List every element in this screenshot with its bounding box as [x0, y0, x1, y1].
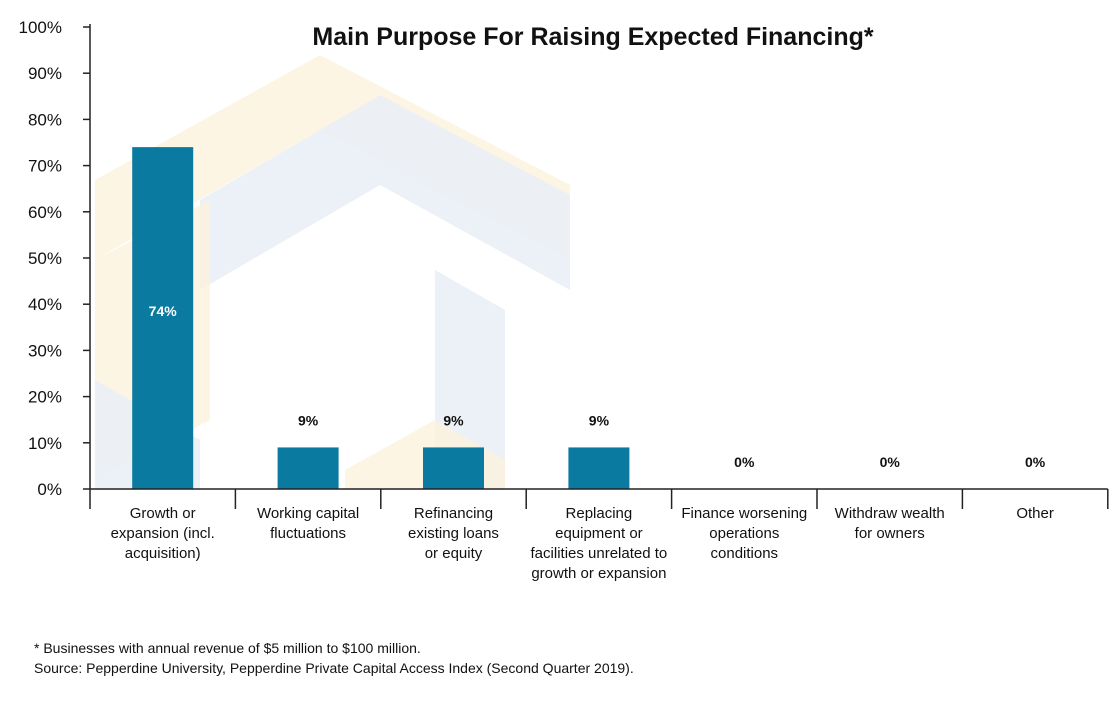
y-tick-label: 30% — [28, 341, 62, 360]
x-category-label: Finance worsening operations conditions — [681, 505, 807, 562]
bar — [132, 147, 194, 489]
x-category-label: Refinancing existing loans or equity — [408, 505, 499, 562]
footnote-note: * Businesses with annual revenue of $5 m… — [34, 640, 421, 656]
data-label: 0% — [1025, 454, 1046, 470]
data-label: 0% — [880, 454, 901, 470]
bar — [277, 447, 339, 489]
x-category-label: Growth or expansion (incl. acquisition) — [111, 505, 215, 562]
data-label: 74% — [149, 303, 178, 319]
y-tick-label: 80% — [28, 110, 62, 129]
bar — [423, 447, 484, 489]
y-tick-label: 10% — [28, 434, 62, 453]
y-tick-label: 100% — [19, 18, 62, 37]
y-tick-label: 70% — [28, 157, 62, 176]
x-category-label: Other — [1016, 505, 1054, 522]
data-label: 9% — [589, 412, 610, 428]
data-label: 9% — [298, 412, 319, 428]
data-label: 9% — [443, 412, 464, 428]
y-tick-label: 20% — [28, 388, 62, 407]
x-category-label: Replacing equipment or facilities unrelate… — [531, 505, 668, 582]
bars-group: 74% 9% 9% 9% 0% 0% 0% — [132, 147, 1046, 489]
bar — [568, 447, 630, 489]
data-label: 0% — [734, 454, 755, 470]
y-axis: 0% 10% 20% 30% 40% 50% 60% 70% 80% 90% 100% — [19, 18, 91, 499]
y-tick-label: 90% — [28, 64, 62, 83]
x-category-label: Working capital fluctuations — [257, 505, 359, 542]
chart-title: Main Purpose For Raising Expected Financ… — [312, 23, 873, 51]
footnote-source: Source: Pepperdine University, Pepperdin… — [34, 660, 634, 676]
x-category-label: Withdraw wealth for owners — [835, 505, 945, 542]
y-tick-label: 40% — [28, 295, 62, 314]
y-tick-label: 50% — [28, 249, 62, 268]
y-tick-label: 0% — [37, 480, 62, 499]
x-axis: Growth or expansion (incl. acquisition) Wor… — [89, 488, 1109, 582]
y-tick-label: 60% — [28, 203, 62, 222]
